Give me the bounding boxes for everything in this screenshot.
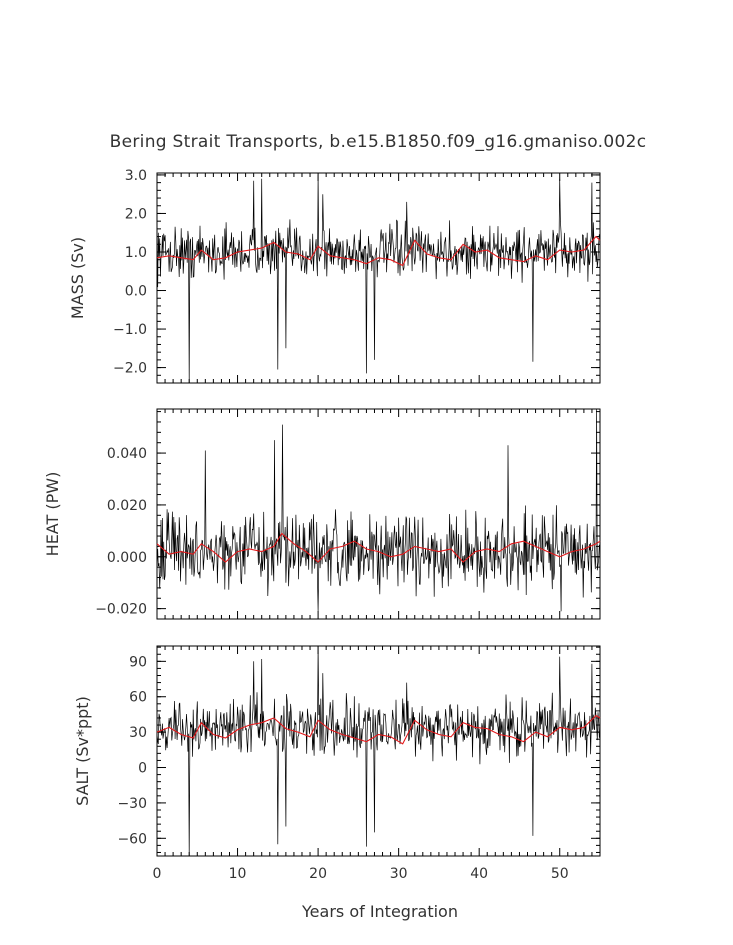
x-tick-label: 40 [470,866,488,882]
y-tick-label: 30 [129,725,147,741]
y-axis-label: HEAT (PW) [43,472,62,557]
x-tick-label: 10 [229,866,247,882]
annual-mean-series-heat [156,532,601,563]
monthly-series-salt [156,645,600,857]
monthly-series-heat [156,408,600,612]
y-tick-label: 1.0 [125,245,147,261]
y-tick-label: 0.040 [107,446,147,462]
x-tick-label: 20 [309,866,327,882]
plot-frame-heat [156,408,601,620]
panel-salt: 90 60 30 0 −30 −60 SALT (Sv*ppt) 0 10 20 30 40 50 [73,645,601,882]
panel-heat: 0.040 0.020 0.000 −0.020 HEAT (PW) [43,408,601,620]
y-tick-label: 0.020 [107,498,147,514]
y-tick-label: 0.0 [125,284,147,300]
annual-mean-series-salt [156,714,601,745]
y-tick-label: 3.0 [125,168,147,184]
y-tick-label: −2.0 [113,361,147,377]
panel-mass: 3.0 2.0 1.0 0.0 −1.0 −2.0 MASS (Sv) [68,168,601,384]
x-tick-label: 0 [153,866,162,882]
y-tick-label: 0.000 [107,550,147,566]
x-tick-label: 30 [390,866,408,882]
y-tick-label: −60 [117,831,147,847]
y-axis-label: SALT (Sv*ppt) [73,696,92,806]
y-tick-label: 0 [138,761,147,777]
plot-frame-salt [156,645,601,857]
annual-mean-series-mass [156,235,601,267]
chart-title: Bering Strait Transports, b.e15.B1850.f0… [110,132,647,152]
y-tick-label: 90 [129,654,147,670]
y-tick-label: −1.0 [113,322,147,338]
plot-frame-mass [156,172,601,384]
x-tick-label: 50 [551,866,569,882]
monthly-series-mass [156,174,600,384]
y-tick-label: 2.0 [125,206,147,222]
x-axis-label: Years of Integration [301,902,458,921]
y-tick-label: −30 [117,796,147,812]
y-axis-label: MASS (Sv) [68,237,87,319]
y-tick-label: −0.020 [95,602,147,618]
y-tick-label: 60 [129,690,147,706]
